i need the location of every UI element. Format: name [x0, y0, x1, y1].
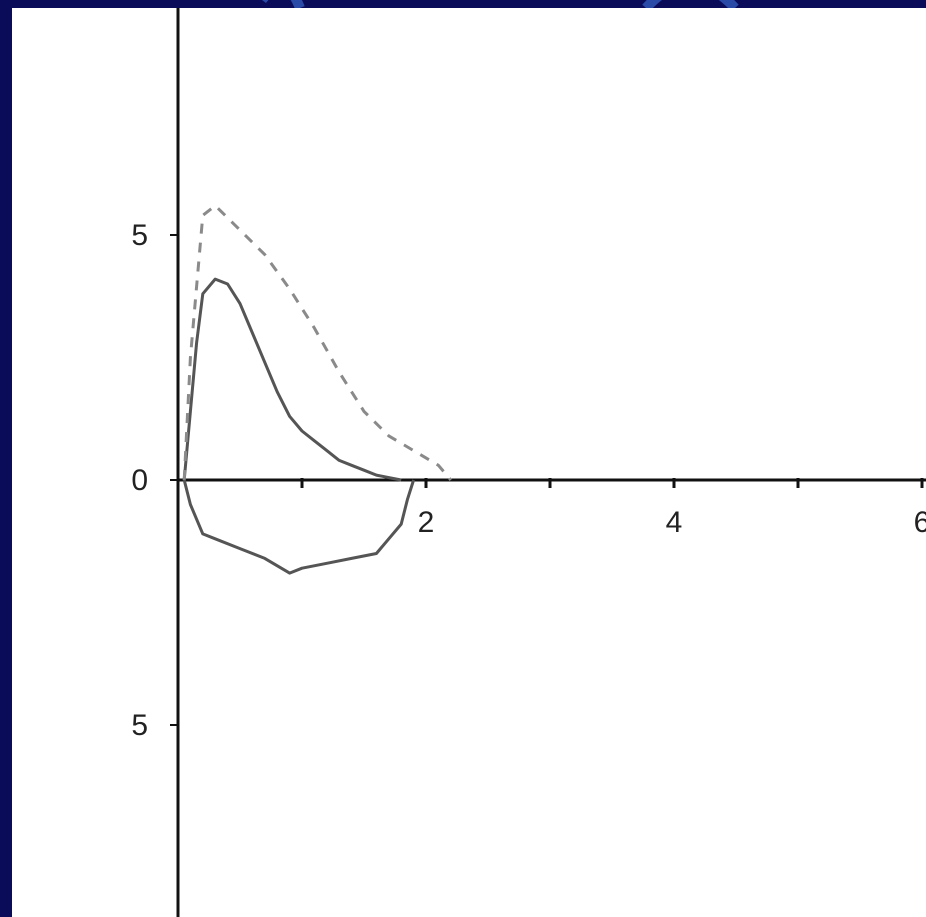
chart-axes	[176, 8, 926, 917]
x-tick-label: 2	[418, 506, 435, 539]
x-tick-label: 4	[666, 506, 683, 539]
series-line-3	[182, 479, 416, 575]
chart-series	[182, 204, 452, 575]
y-tick-label: 5	[131, 219, 148, 252]
series-line-2	[182, 204, 452, 481]
line-chart: 2 4 6 5 0 5	[131, 8, 926, 917]
x-tick-label: 6	[914, 506, 926, 539]
chart-ticks: 2 4 6 5 0 5	[131, 219, 926, 742]
series-line-1	[182, 277, 402, 482]
chart-panel: 2 4 6 5 0 5	[12, 8, 926, 917]
y-tick-label: 0	[131, 464, 148, 497]
y-tick-label: 5	[131, 709, 148, 742]
